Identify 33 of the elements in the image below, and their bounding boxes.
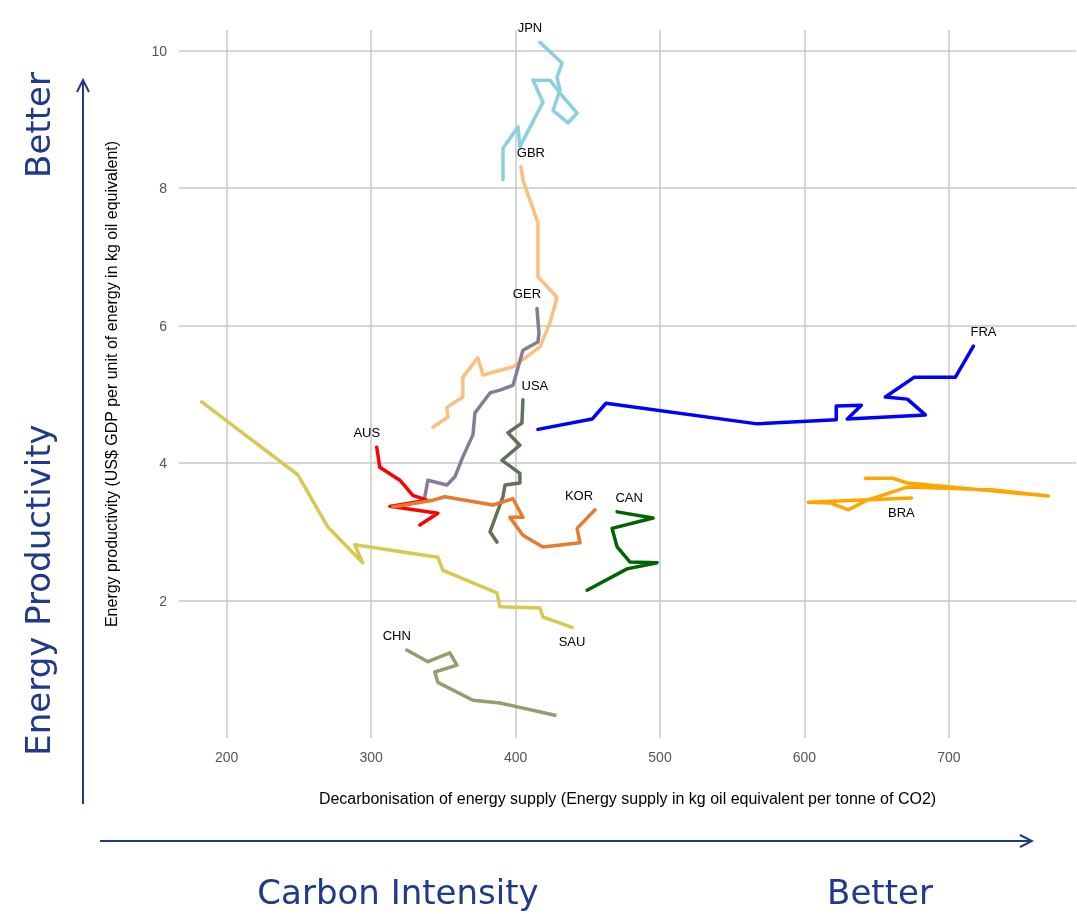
y-axis-title: Energy productivity (US$ GDP per unit of energy in kg oil equivalent): [102, 140, 120, 628]
series-label: KOR: [564, 487, 594, 503]
series-label: CHN: [382, 628, 411, 644]
y-tick-label: 10: [151, 42, 168, 59]
line-series: [585, 510, 659, 592]
text: Better: [827, 872, 933, 912]
series-label: AUS: [353, 425, 381, 441]
y-tick-label: 6: [159, 317, 168, 334]
series-label: USA: [521, 377, 549, 393]
line-series: [488, 398, 525, 544]
x-tick-label: 200: [214, 749, 239, 765]
series-label: CAN: [615, 489, 643, 505]
series-label: GER: [512, 286, 542, 302]
line-series: [431, 165, 559, 430]
x-tick-label: 600: [792, 749, 817, 765]
line-series: [405, 648, 557, 718]
y-tick-label: 8: [159, 180, 168, 197]
text: Better: [18, 72, 58, 178]
series-label: GBR: [516, 144, 545, 160]
y-tick-label: 4: [159, 455, 168, 472]
y-tick-label: 2: [159, 592, 168, 609]
text: Energy Productivity: [18, 424, 58, 756]
series-label: SAU: [558, 634, 586, 650]
x-tick-label: 400: [503, 749, 528, 765]
x-tick-label: 700: [937, 749, 961, 765]
series-label: FRA: [970, 324, 997, 340]
x-axis-title: Decarbonisation of energy supply (Energy supply in kg oil equivalent per tonne of CO2): [318, 789, 937, 807]
line-series: [501, 40, 579, 182]
series-label: JPN: [517, 20, 543, 36]
x-tick-label: 300: [359, 749, 383, 765]
series-label: BRA: [887, 505, 916, 521]
text: Carbon Intensity: [257, 872, 539, 912]
x-tick-label: 500: [648, 749, 672, 765]
